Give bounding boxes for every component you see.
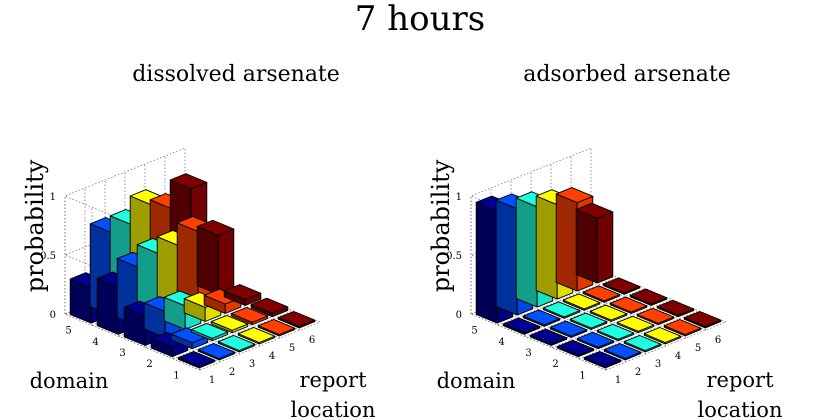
bar-domain-4-location-1 <box>502 317 541 335</box>
bar-domain-1-location-6 <box>277 311 316 329</box>
z-axis-label: probability <box>427 159 455 292</box>
bar-domain-2-location-4 <box>210 314 249 334</box>
bar-domain-4-location-6 <box>602 277 641 295</box>
figure-title: 7 hours <box>355 0 485 39</box>
bar-domain-5-location-6 <box>575 202 614 284</box>
subplot-title: dissolved arsenate <box>132 62 340 87</box>
z-axis-label: probability <box>21 159 49 292</box>
y-tick-label: 5 <box>65 326 71 337</box>
y-tick-label: 2 <box>146 359 152 370</box>
bar-domain-1-location-6 <box>683 311 722 329</box>
x-tick-label: 4 <box>675 351 681 362</box>
z-tick-label: 0.5 <box>446 251 462 262</box>
x-tick-label: 4 <box>269 351 275 362</box>
z-tick-label: 0 <box>456 310 462 321</box>
y-tick-label: 1 <box>579 370 585 381</box>
x-tick-label: 1 <box>615 375 621 386</box>
bar-domain-4-location-3 <box>542 301 581 319</box>
bar-domain-1-location-2 <box>197 343 236 361</box>
y-axis-label: domain <box>437 369 516 393</box>
bar-domain-3-location-4 <box>589 304 628 322</box>
bar-domain-1-location-3 <box>217 335 256 353</box>
bar-domain-1-location-3 <box>623 335 662 353</box>
bar-domain-2-location-4 <box>616 315 655 334</box>
z-tick-label: 1 <box>456 192 462 203</box>
z-tick-label: 1 <box>50 192 56 203</box>
bar-domain-1-location-5 <box>663 319 702 337</box>
bar-domain-3-location-5 <box>609 296 648 314</box>
y-tick-label: 3 <box>119 348 125 359</box>
bar-domain-4-location-2 <box>522 309 561 327</box>
x-tick-label: 6 <box>715 335 721 346</box>
y-tick-label: 4 <box>92 337 98 348</box>
x-tick-label: 6 <box>309 335 315 346</box>
bar-domain-2-location-1 <box>556 339 595 358</box>
bar-domain-4-location-5 <box>582 285 621 303</box>
x-tick-label: 1 <box>209 375 215 386</box>
x-tick-label: 5 <box>695 343 701 354</box>
bar-domain-3-location-6 <box>223 284 262 306</box>
y-tick-label: 4 <box>498 337 504 348</box>
x-tick-label: 2 <box>229 367 235 378</box>
bar-domain-3-location-6 <box>629 288 668 306</box>
bar-domain-3-location-2 <box>549 320 588 338</box>
bar-domain-3-location-3 <box>569 312 608 330</box>
x-tick-label: 3 <box>655 359 661 370</box>
bar-domain-1-location-5 <box>257 319 296 337</box>
bars <box>475 187 722 369</box>
bar-domain-2-location-6 <box>250 297 289 318</box>
bar-domain-2-location-2 <box>576 331 615 350</box>
y-axis-label: domain <box>30 369 109 393</box>
bar-domain-3-location-1 <box>529 328 568 346</box>
y-tick-label: 5 <box>471 326 477 337</box>
bar-domain-2-location-6 <box>656 299 695 318</box>
bar-domain-2-location-5 <box>636 307 675 326</box>
bar-domain-2-location-3 <box>190 322 229 342</box>
y-tick-label: 2 <box>552 359 558 370</box>
z-tick-label: 0.5 <box>40 251 56 262</box>
bar-domain-1-location-1 <box>583 351 622 369</box>
z-tick-label: 0 <box>50 310 56 321</box>
x-tick-label: 2 <box>635 367 641 378</box>
x-tick-label: 3 <box>249 359 255 370</box>
y-tick-label: 3 <box>525 348 531 359</box>
bar-domain-1-location-4 <box>643 327 682 345</box>
bar-domain-4-location-4 <box>562 293 601 311</box>
bar-domain-4-location-6 <box>196 219 235 295</box>
x-axis-label: report location <box>698 368 783 420</box>
subplot-title: adsorbed arsenate <box>523 62 731 87</box>
bar-domain-2-location-5 <box>230 306 269 326</box>
bar-domain-1-location-4 <box>237 327 276 345</box>
bar-domain-2-location-2 <box>170 327 209 350</box>
bars <box>69 173 316 369</box>
bar-domain-1-location-2 <box>603 343 642 361</box>
bar-domain-2-location-3 <box>596 323 635 342</box>
x-tick-label: 5 <box>289 343 295 354</box>
x-axis-label: report location <box>291 368 376 420</box>
bar-domain-1-location-1 <box>177 351 216 369</box>
y-tick-label: 1 <box>173 370 179 381</box>
